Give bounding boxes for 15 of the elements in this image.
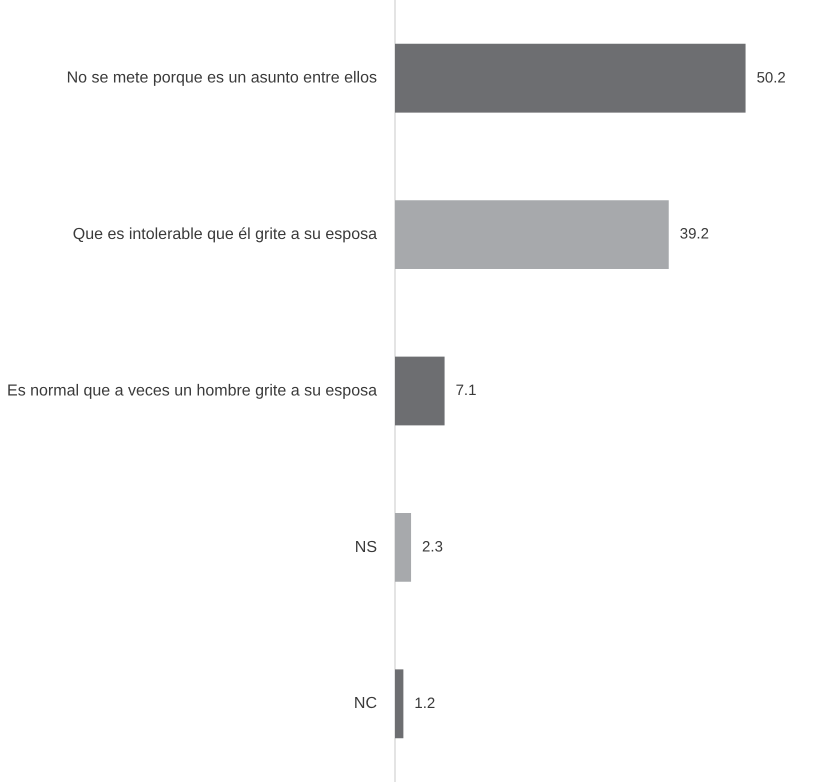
- bar: [395, 669, 404, 738]
- y-tick-label: No se mete porque es un asunto entre ellos: [66, 70, 377, 87]
- y-tick-label: Es normal que a veces un hombre grite a su esposa: [7, 382, 378, 400]
- y-tick-label: NC: [354, 695, 377, 712]
- data-label: 39.2: [680, 226, 709, 243]
- bar: [395, 512, 412, 582]
- data-label: 2.3: [422, 538, 443, 556]
- data-label: 1.2: [414, 694, 436, 712]
- bar: [395, 44, 746, 113]
- data-label: 50.2: [756, 69, 786, 86]
- y-tick-label: NS: [354, 538, 377, 556]
- bar: [395, 200, 669, 270]
- data-label: 7.1: [456, 382, 476, 400]
- y-tick-label: Que es intolerable que él grite a su esposa: [72, 226, 378, 244]
- bar: [395, 356, 445, 426]
